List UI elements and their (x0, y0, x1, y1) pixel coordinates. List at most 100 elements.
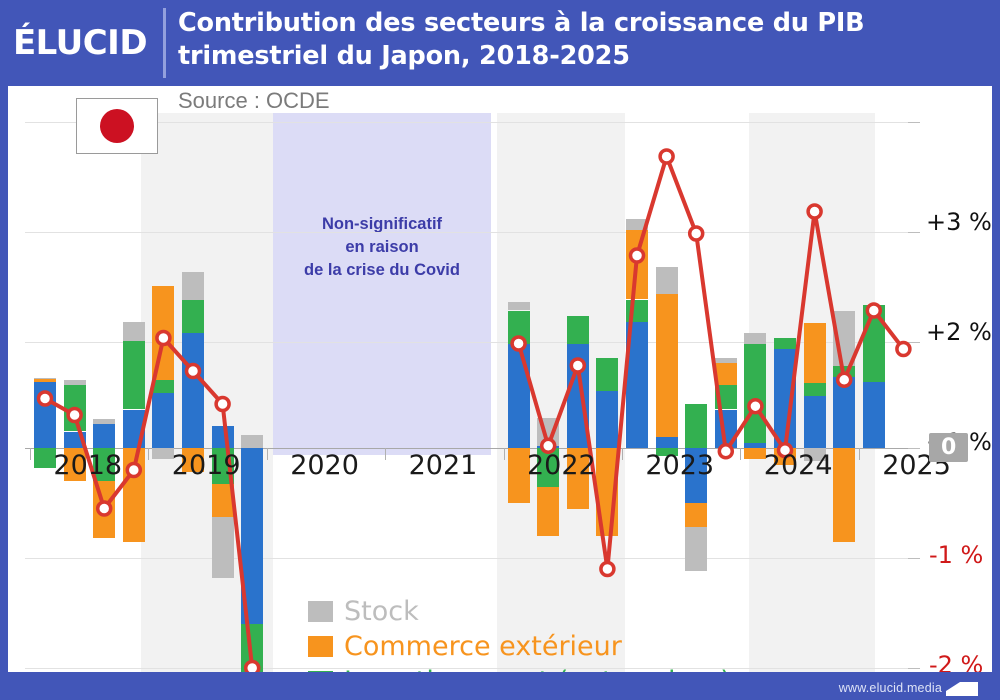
growth-point-marker (36, 390, 54, 407)
header-bar: ÉLUCID Contribution des secteurs à la cr… (0, 0, 1000, 86)
covid-line-1: Non-significatif (321, 215, 443, 233)
tick-3pct (908, 122, 920, 123)
bar-segment (714, 363, 737, 386)
bar-segment (803, 448, 826, 462)
growth-point-marker (184, 362, 202, 380)
tick-zero (908, 448, 920, 449)
chart-canvas: Non-significatif en raison de la crise d… (8, 86, 992, 672)
bar-segment (63, 448, 86, 481)
growth-point-marker (599, 560, 616, 578)
tick-2pct (908, 232, 920, 233)
legend-swatch-icon (308, 601, 333, 622)
bar-segment (655, 448, 678, 456)
bar-segment (833, 376, 856, 448)
bar-segment (596, 357, 619, 391)
page-title: Contribution des secteurs à la croissanc… (178, 8, 865, 71)
bar-segment (182, 272, 204, 300)
bar-segment (507, 301, 530, 311)
bar-segment (122, 321, 145, 342)
bar-segment (152, 379, 175, 393)
tick-neg1 (908, 558, 920, 559)
bar-segment (685, 527, 708, 572)
bar-segment (833, 448, 856, 542)
bar-segment (655, 266, 678, 294)
bar-segment (566, 316, 589, 344)
bar-segment (63, 379, 86, 386)
bar-segment (744, 448, 767, 459)
bar-segment (655, 437, 678, 448)
growth-line-overlay (36, 148, 912, 672)
growth-line (516, 154, 905, 571)
elucid-flag-icon (946, 682, 978, 696)
bar-segment (685, 404, 708, 448)
gridline-neg1 (25, 558, 920, 559)
bar-segment (182, 332, 204, 448)
bar-segment (152, 448, 175, 459)
bar-segment (626, 219, 648, 231)
bar-2022Q2 (537, 113, 560, 672)
bar-segment (93, 419, 116, 424)
bar-segment (744, 442, 767, 448)
x-axis-tick (622, 448, 623, 460)
bar-segment (93, 423, 116, 448)
x-axis-tick (30, 448, 31, 460)
bar-segment (685, 503, 708, 528)
growth-point-marker (243, 659, 261, 672)
bar-segment (241, 434, 264, 448)
growth-point-marker (569, 357, 587, 374)
legend-item-0[interactable]: Stock (308, 594, 731, 629)
bar-segment (566, 448, 589, 509)
growth-point-marker (865, 302, 883, 319)
growth-point-marker (717, 443, 735, 460)
legend-swatch-icon (308, 671, 333, 672)
growth-point-marker (835, 371, 853, 389)
x-axis-label-2020: 2020 (290, 450, 359, 481)
bar-2023Q3 (685, 113, 708, 672)
x-axis-label-2023: 2023 (645, 450, 715, 481)
bar-segment (596, 390, 619, 448)
growth-point-marker (747, 397, 764, 415)
x-axis-tick (148, 448, 150, 460)
watermark-text: www.elucid.media (838, 681, 942, 695)
x-axis-label-2024: 2024 (763, 450, 833, 481)
x-axis-label-2018: 2018 (53, 450, 123, 481)
ylabel-zero: 0 (929, 433, 969, 462)
bar-segment (774, 338, 796, 349)
x-axis-label-2019: 2019 (171, 450, 241, 481)
bar-segment (685, 448, 708, 503)
growth-point-marker (95, 500, 113, 517)
bar-segment (714, 357, 737, 364)
legend-item-2[interactable]: Investissement (entreprises) (308, 664, 731, 672)
tick-neg2 (908, 668, 920, 669)
elucid-logo: ÉLUCID (0, 0, 160, 86)
x-axis-label-2022: 2022 (527, 450, 596, 481)
ylabel-3pct: +3 % (926, 208, 992, 236)
bar-segment (744, 332, 767, 344)
bar-segment (507, 448, 530, 503)
bar-segment (803, 322, 826, 384)
gridline-zero (25, 448, 920, 449)
growth-point-marker (658, 148, 675, 165)
bar-2023Q2 (655, 113, 678, 672)
bar-segment (34, 448, 56, 468)
legend-label: Stock (344, 596, 419, 627)
logo-divider (163, 8, 166, 78)
bar-segment (182, 448, 204, 473)
covid-line-2: en raison (345, 238, 419, 256)
bar-segment (211, 484, 234, 518)
legend-label: Investissement (entreprises) (344, 666, 731, 672)
bar-segment (803, 396, 826, 448)
japan-flag-icon (76, 98, 158, 154)
bar-segment (626, 321, 648, 448)
growth-point-marker (125, 461, 143, 479)
gridline-neg2 (25, 668, 920, 669)
x-axis-tick (385, 448, 387, 460)
growth-point-marker (776, 441, 794, 459)
legend-label: Commerce extérieur (344, 631, 622, 662)
bar-segment (862, 382, 885, 448)
legend-item-1[interactable]: Commerce extérieur (308, 629, 731, 664)
bar-segment (34, 377, 56, 379)
bar-segment (93, 448, 116, 481)
bar-2024Q3 (803, 113, 826, 672)
ylabel-2pct: +2 % (926, 318, 992, 346)
